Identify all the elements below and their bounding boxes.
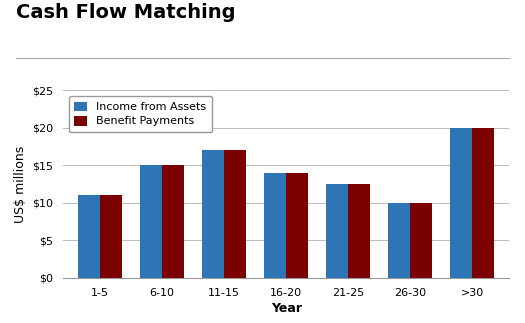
Y-axis label: US$ millions: US$ millions	[14, 145, 27, 223]
Bar	[327, 184, 348, 278]
Bar	[348, 184, 370, 278]
Bar	[224, 151, 246, 278]
Bar	[100, 195, 122, 278]
Bar	[410, 203, 432, 278]
Bar	[141, 165, 162, 278]
Bar	[162, 165, 184, 278]
Bar	[265, 173, 286, 278]
Bar	[286, 173, 308, 278]
Bar	[203, 151, 224, 278]
Bar	[79, 195, 100, 278]
Legend: Income from Assets, Benefit Payments: Income from Assets, Benefit Payments	[69, 96, 212, 132]
Text: Cash Flow Matching: Cash Flow Matching	[16, 3, 235, 22]
Bar	[388, 203, 410, 278]
X-axis label: Year: Year	[270, 302, 302, 315]
Bar	[450, 128, 472, 278]
Bar	[472, 128, 494, 278]
